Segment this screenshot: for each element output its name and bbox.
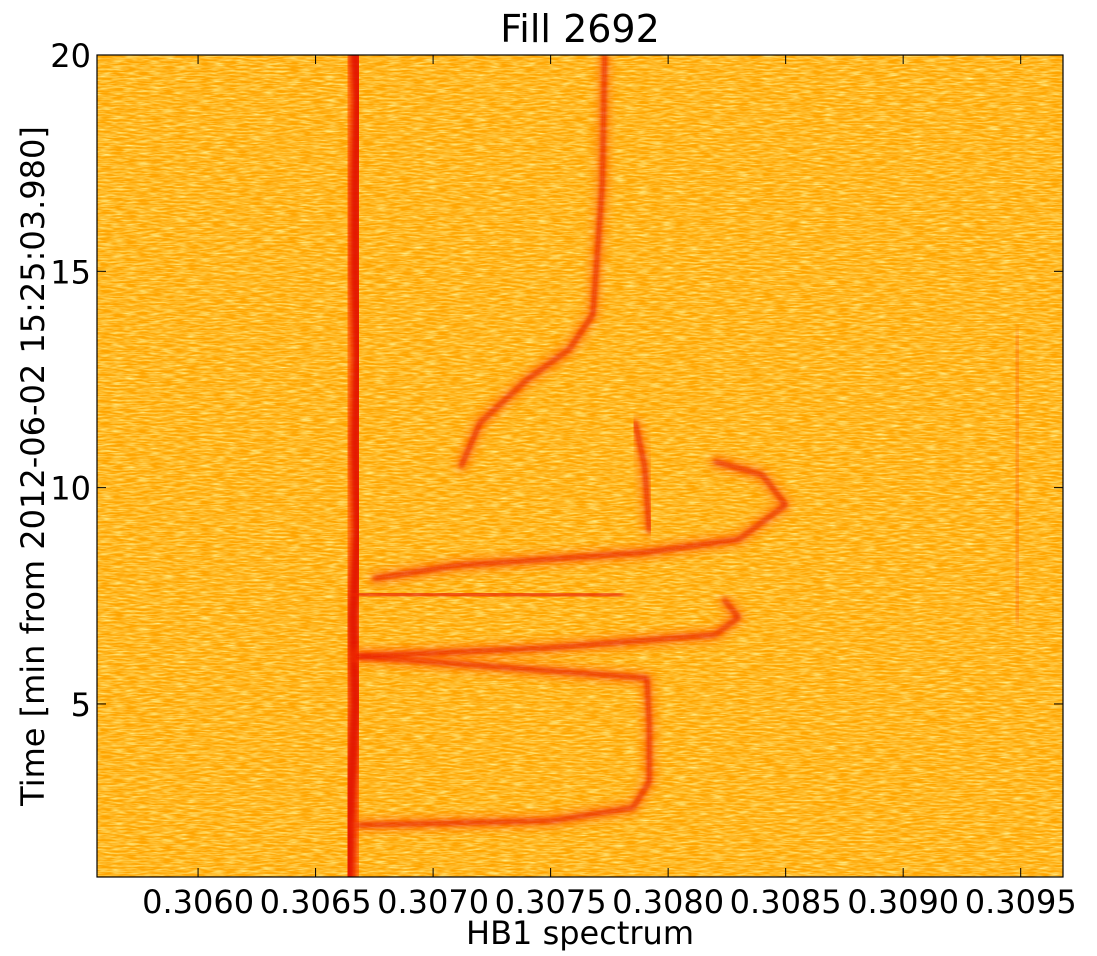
x-tick-label: 0.3095 [965, 883, 1077, 921]
heatmap-noise-dark [97, 55, 1063, 877]
y-tick-label: 5 [71, 686, 91, 724]
x-tick-label: 0.3065 [260, 883, 372, 921]
plot-frame [96, 54, 1064, 878]
heatmap-features [313, 55, 1026, 877]
feature-line-4 [372, 460, 788, 580]
y-axis: 5 10 15 20 [50, 37, 1063, 724]
x-tick-label: 0.3085 [730, 883, 842, 921]
feature-line-0 [343, 55, 364, 877]
x-tick-label: 0.3090 [847, 883, 959, 921]
x-axis: 0.3060 0.3065 0.3070 0.3075 0.3080 0.3085 0.30… [142, 55, 1077, 921]
x-tick-label: 0.3060 [142, 883, 254, 921]
feature-line-3 [356, 592, 623, 598]
feature-line-2 [356, 598, 741, 658]
plot-area [97, 55, 1063, 877]
x-tick-label: 0.3080 [612, 883, 724, 921]
x-tick-label: 0.3070 [377, 883, 489, 921]
feature-line-5 [459, 55, 607, 468]
y-tick-label: 10 [50, 470, 91, 508]
x-tick-label: 0.3075 [495, 883, 607, 921]
x-axis-label: HB1 spectrum [466, 914, 694, 952]
y-axis-label: Time [min from 2012-06-02 15:25:03.980] [14, 126, 52, 807]
y-tick-label: 20 [50, 37, 91, 75]
y-tick-label: 15 [50, 253, 91, 291]
feature-glow-9 [1009, 329, 1026, 625]
feature-line-6 [633, 421, 651, 533]
feature-line-1 [356, 654, 651, 827]
chart-title: Fill 2692 [500, 7, 660, 51]
